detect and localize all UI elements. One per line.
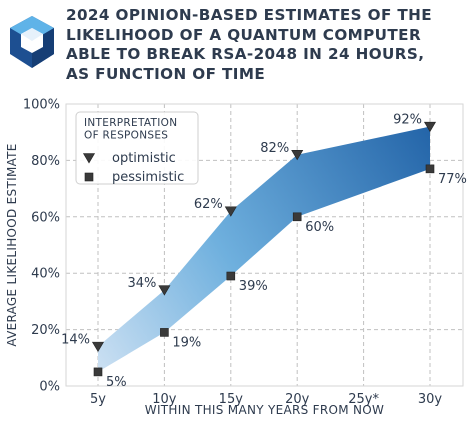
pessimistic-marker: [425, 164, 435, 174]
y-tick-label: 40%: [31, 267, 60, 282]
pessimistic-value-label: 60%: [305, 220, 334, 235]
legend-title: INTERPRETATION: [84, 117, 177, 129]
y-tick-label: 100%: [23, 98, 60, 113]
plot-frame: [65, 103, 464, 387]
optimistic-marker: [423, 121, 437, 133]
y-tick-label: 80%: [31, 154, 60, 169]
legend-pessimistic-icon: [84, 172, 94, 182]
optimistic-value-label: 14%: [61, 333, 90, 348]
y-tick-label: 60%: [31, 210, 60, 225]
pessimistic-marker: [93, 367, 103, 377]
pessimistic-marker: [226, 271, 236, 281]
x-tick-label: 30y: [418, 392, 443, 407]
pessimistic-value-label: 5%: [106, 375, 127, 390]
optimistic-value-label: 62%: [194, 197, 223, 212]
pessimistic-marker: [292, 212, 302, 222]
optimistic-marker: [224, 206, 237, 217]
legend-optimistic-icon: [82, 153, 96, 164]
optimistic-marker: [291, 150, 304, 161]
y-tick-label: 0%: [39, 380, 60, 395]
company-logo-icon: [10, 16, 54, 68]
optimistic-value-label: 34%: [127, 276, 156, 291]
optimistic-value-label: 82%: [260, 141, 289, 156]
x-tick-label: 10y: [152, 392, 177, 407]
data-markers: [91, 121, 437, 377]
x-tick-label: 20y: [285, 392, 310, 407]
likelihood-band-area: [98, 126, 430, 372]
x-tick-label: 5y: [90, 392, 106, 407]
legend-pessimistic-label: pessimistic: [112, 170, 184, 185]
axes: 0% 20% 40% 60% 80% 100% 5y 10y 15y 20y 25y* 30y: [23, 98, 464, 407]
pessimistic-value-label: 77%: [438, 172, 467, 187]
legend-title: OF RESPONSES: [84, 130, 168, 142]
pessimistic-value-label: 19%: [172, 335, 201, 350]
data-labels: 14% 34% 62% 82% 92% 5% 19% 39% 60% 77%: [61, 113, 467, 390]
y-axis-label: AVERAGE LIKELIHOOD ESTIMATE: [5, 143, 19, 346]
pessimistic-value-label: 39%: [239, 279, 268, 294]
x-tick-label: 15y: [219, 392, 244, 407]
pessimistic-marker: [160, 328, 169, 337]
optimistic-marker: [158, 285, 171, 296]
y-tick-label: 20%: [31, 323, 60, 338]
legend-optimistic-label: optimistic: [112, 151, 176, 166]
x-axis-label: WITHIN THIS MANY YEARS FROM NOW: [145, 403, 384, 417]
likelihood-band: [98, 126, 430, 372]
optimistic-value-label: 92%: [393, 113, 422, 128]
chart-title: 2024 OPINION-BASED ESTIMATES OF THE LIKE…: [66, 6, 433, 83]
optimistic-marker: [91, 341, 105, 353]
x-tick-label: 25y*: [348, 392, 379, 407]
legend-box: [75, 111, 199, 185]
